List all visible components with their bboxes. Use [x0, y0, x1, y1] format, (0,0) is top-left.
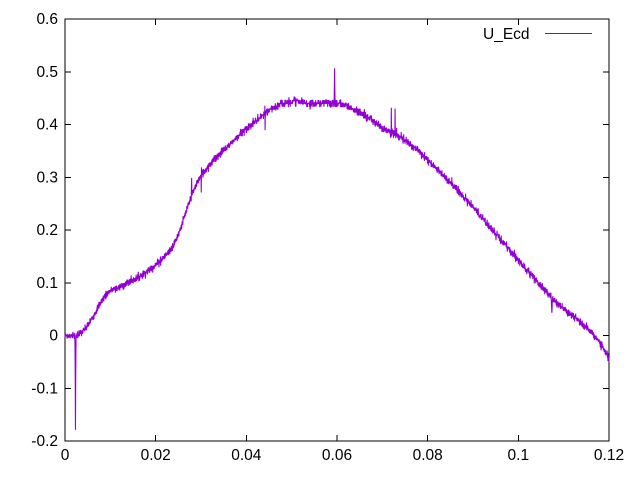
svg-text:0.06: 0.06 — [322, 447, 352, 464]
svg-text:-0.2: -0.2 — [31, 433, 58, 450]
svg-text:0.6: 0.6 — [36, 11, 58, 28]
svg-text:0.1: 0.1 — [36, 275, 58, 292]
svg-text:0.5: 0.5 — [36, 64, 58, 81]
svg-text:0.08: 0.08 — [413, 447, 443, 464]
svg-text:0.4: 0.4 — [36, 117, 58, 134]
svg-text:-0.1: -0.1 — [31, 380, 58, 397]
svg-text:0.02: 0.02 — [141, 447, 171, 464]
svg-text:0.04: 0.04 — [231, 447, 262, 464]
svg-text:U_Ecd: U_Ecd — [483, 26, 530, 43]
svg-text:0: 0 — [49, 328, 58, 345]
svg-text:0.1: 0.1 — [508, 447, 530, 464]
svg-text:0.2: 0.2 — [36, 222, 58, 239]
svg-text:0: 0 — [61, 447, 70, 464]
svg-text:0.12: 0.12 — [594, 447, 624, 464]
svg-text:0.3: 0.3 — [36, 169, 58, 186]
